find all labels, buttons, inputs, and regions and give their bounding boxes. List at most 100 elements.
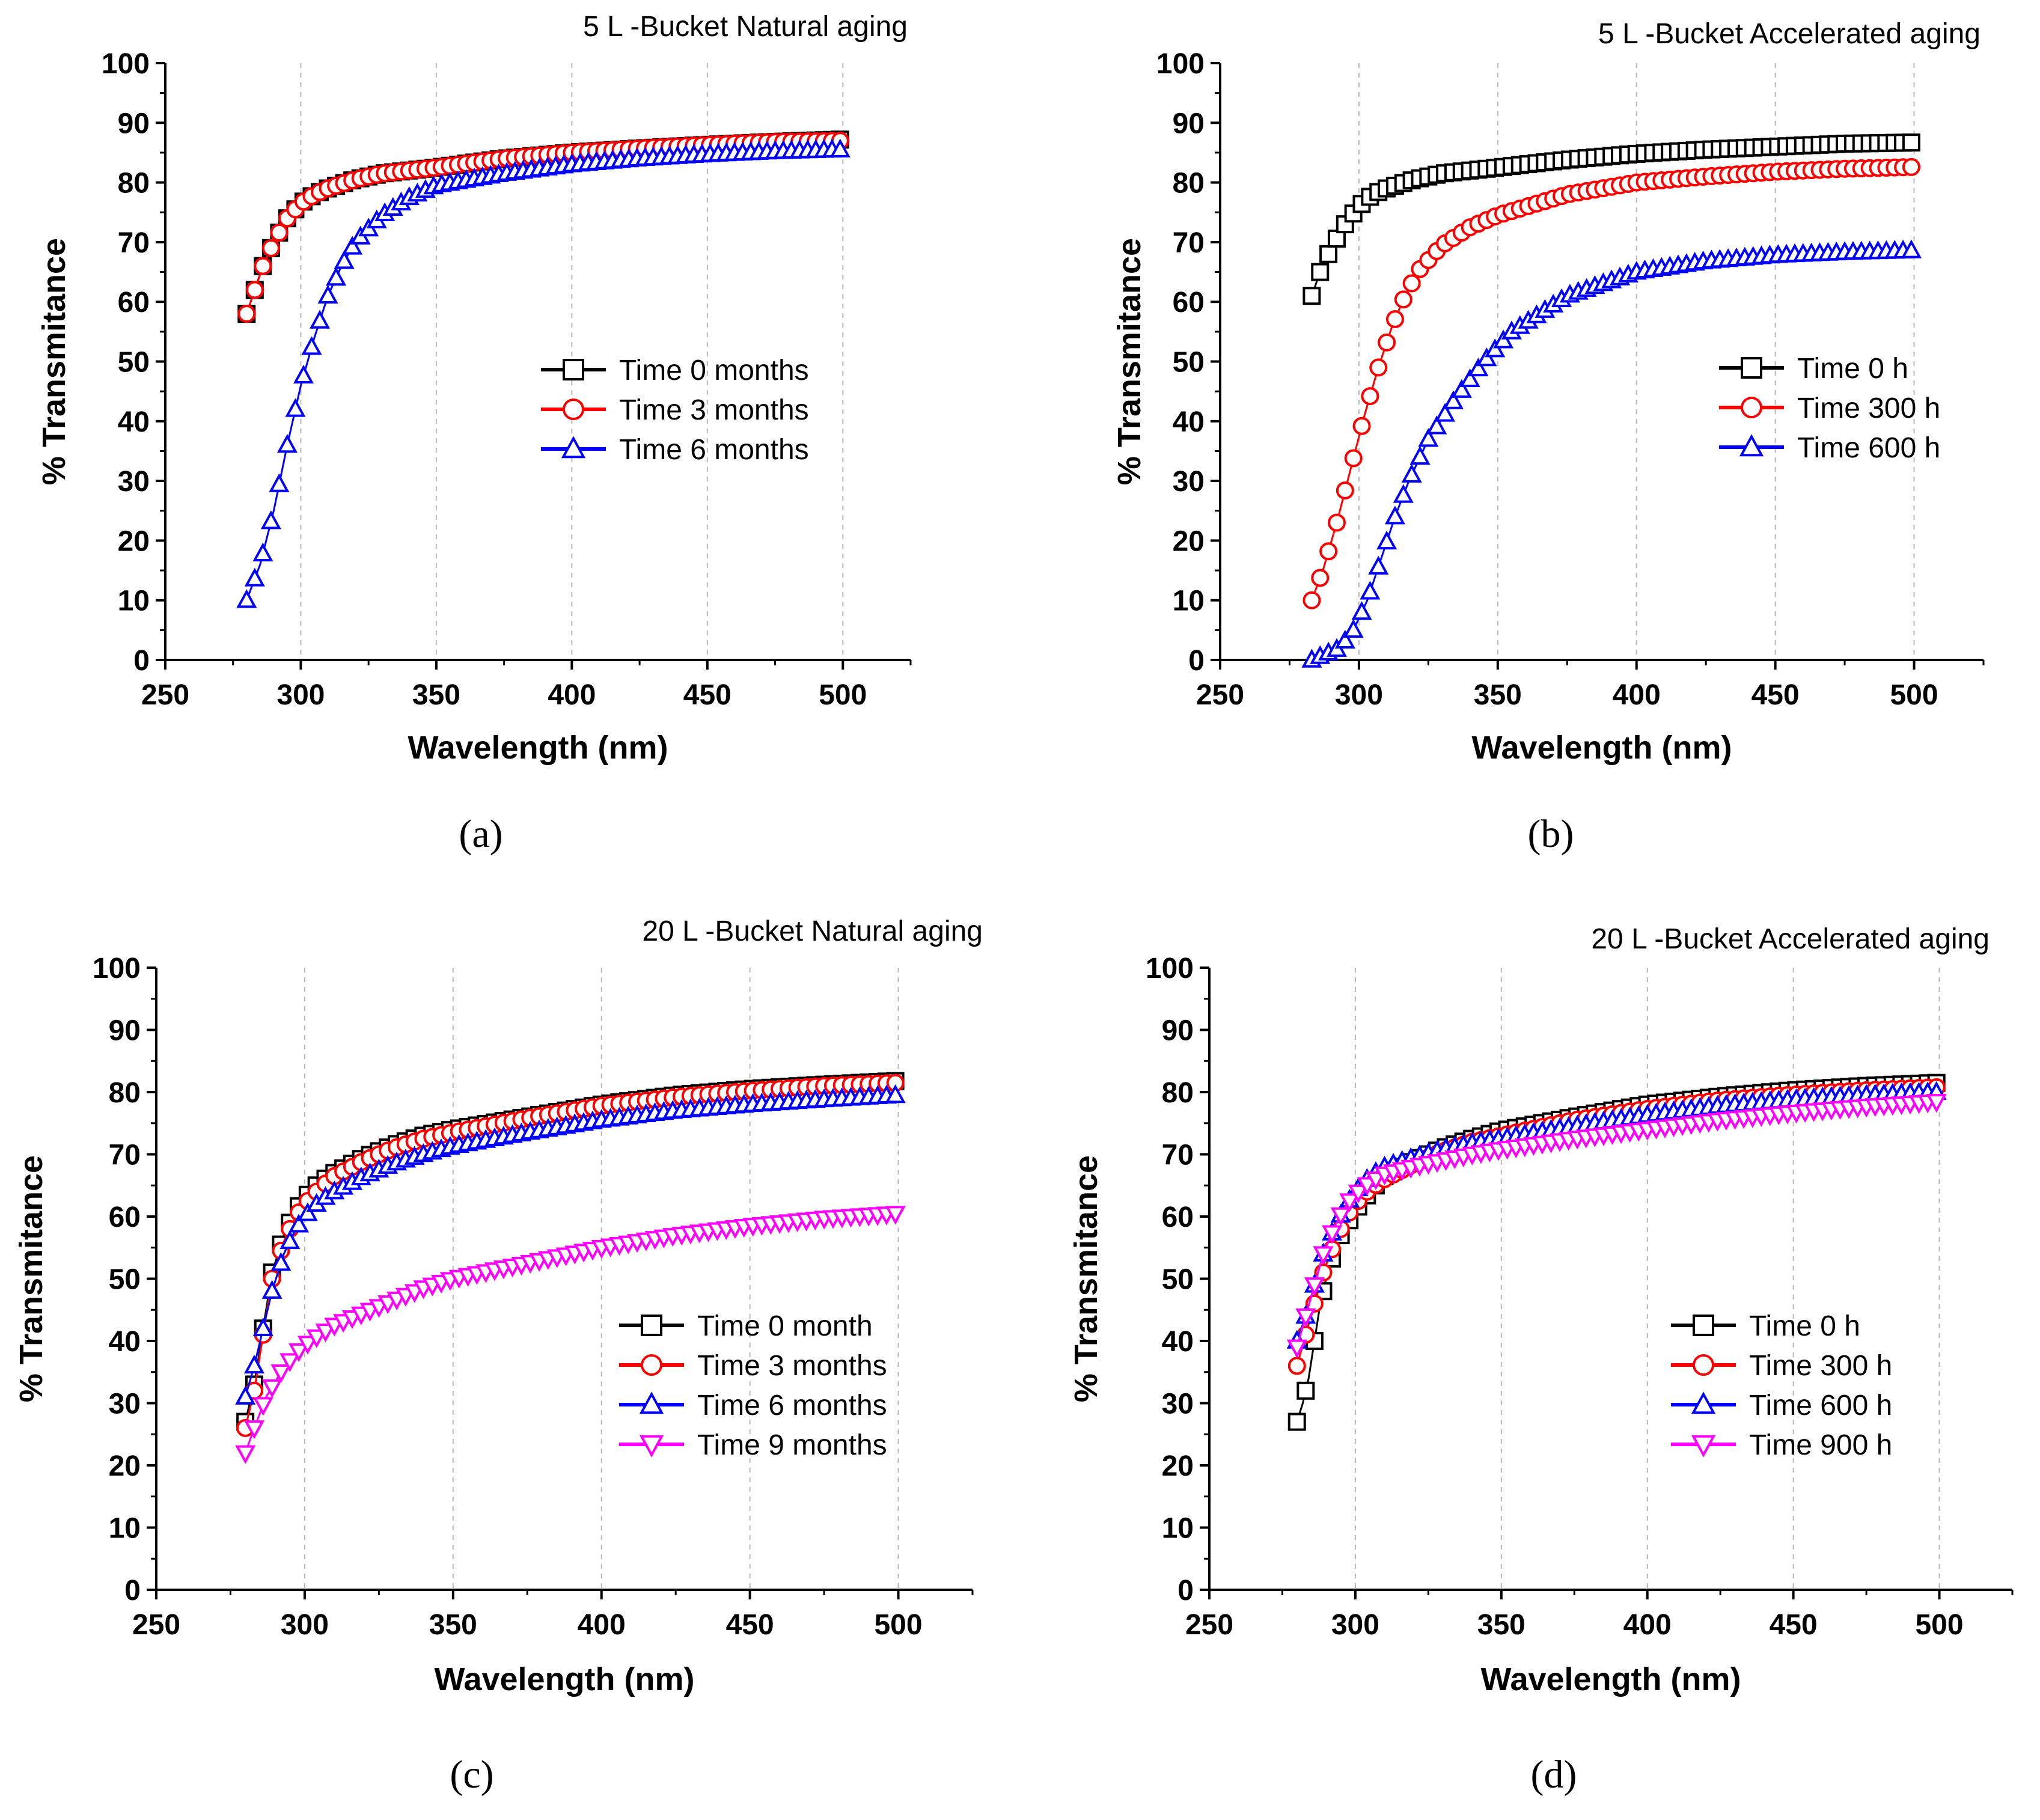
legend-label: Time 3 months [697, 1350, 887, 1382]
legend-marker [641, 1315, 662, 1336]
data-point [1426, 415, 1447, 435]
data-point [1319, 245, 1338, 263]
y-tick-label: 20 [118, 525, 150, 557]
data-point [269, 473, 290, 492]
x-tick-label: 500 [1915, 1609, 1963, 1641]
data-point [1296, 1381, 1315, 1400]
data-point [1302, 591, 1321, 609]
x-tick-label: 300 [1335, 679, 1383, 711]
y-axis-label: % Transmitance [36, 238, 72, 485]
x-tick-label: 450 [726, 1609, 774, 1641]
data-point [279, 1230, 301, 1250]
data-point [285, 398, 306, 417]
y-tick-label: 10 [118, 585, 150, 617]
data-point [1443, 390, 1464, 409]
y-tick-label: 90 [109, 1015, 141, 1047]
x-axis-label: Wavelength (nm) [408, 730, 668, 766]
legend-marker [561, 436, 586, 459]
data-point [243, 1354, 264, 1374]
data-point [270, 224, 289, 242]
data-point [261, 1379, 282, 1399]
legend: Time 0 months Time 3 months Time 6 months [541, 355, 809, 466]
data-point [1352, 417, 1371, 435]
data-point [1348, 1184, 1369, 1204]
y-tick-label: 60 [109, 1202, 141, 1233]
y-tick-label: 10 [109, 1513, 141, 1545]
data-point [252, 542, 273, 561]
x-tick-label: 350 [1477, 1609, 1525, 1641]
data-point [261, 1280, 282, 1299]
data-point [252, 1317, 273, 1337]
panel-label-a: (a) [459, 812, 503, 856]
series-3 [236, 138, 851, 608]
data-point [236, 589, 257, 608]
data-point [297, 1202, 318, 1221]
data-point [260, 510, 281, 530]
panel-label-b: (b) [1527, 812, 1574, 856]
y-tick-label: 70 [109, 1140, 141, 1171]
data-point [1902, 133, 1920, 152]
chart-1: 0 10 20 30 40 50 60 70 80 90 100 250 300 350 400 450 500… [36, 11, 912, 766]
data-point [1493, 329, 1514, 349]
x-tick-label: 450 [683, 679, 731, 711]
data-point [301, 336, 322, 355]
legend-marker [1741, 397, 1762, 418]
data-point [315, 1324, 336, 1343]
data-point [254, 257, 272, 275]
legend-marker [1693, 1315, 1714, 1336]
data-point [1351, 601, 1372, 620]
x-tick-label: 450 [1751, 679, 1800, 711]
legend: Time 0 h Time 300 h Time 600 h [1719, 353, 1940, 464]
y-axis-label: % Transmitance [13, 1155, 49, 1402]
legend-label: Time 0 months [619, 355, 809, 386]
y-axis-label: % Transmitance [1111, 238, 1147, 485]
y-tick-label: 50 [118, 347, 150, 379]
data-point [1357, 1177, 1378, 1196]
chart-title: 5 L -Bucket Accelerated aging [1598, 18, 1980, 50]
data-point [1394, 290, 1412, 309]
data-point [1376, 530, 1397, 550]
data-point [245, 281, 264, 299]
data-point [885, 1084, 906, 1104]
y-tick-label: 0 [133, 645, 150, 677]
data-point [276, 434, 298, 453]
chart-4: 0 10 20 30 40 50 60 70 80 90 100 250 300 350 400 450 500… [1068, 923, 2014, 1697]
panel-label-c: (c) [450, 1753, 494, 1797]
y-tick-label: 0 [1188, 645, 1205, 677]
data-point [1459, 368, 1480, 388]
legend-marker [641, 1354, 662, 1376]
legend-marker [639, 1435, 664, 1458]
data-point [1322, 1225, 1343, 1244]
x-axis-label: Wavelength (nm) [434, 1661, 694, 1697]
data-point [1302, 287, 1321, 305]
y-tick-label: 40 [1173, 406, 1205, 438]
data-point [243, 1420, 264, 1440]
series-3 [1301, 239, 1922, 668]
y-tick-label: 50 [1162, 1264, 1194, 1296]
x-tick-label: 250 [132, 1609, 180, 1641]
y-tick-label: 30 [1173, 466, 1205, 498]
x-tick-label: 250 [141, 679, 189, 711]
legend-label: Time 600 h [1797, 432, 1940, 464]
data-point [1313, 1246, 1334, 1265]
data-point [829, 138, 851, 157]
y-tick-label: 100 [102, 48, 150, 80]
data-point [1409, 445, 1431, 465]
chart-title: 20 L -Bucket Natural aging [642, 915, 983, 947]
x-tick-label: 350 [429, 1609, 477, 1641]
legend-label: Time 900 h [1749, 1429, 1892, 1461]
data-point [1304, 1277, 1325, 1296]
data-point [309, 310, 331, 329]
data-point [1401, 463, 1422, 483]
data-point [1295, 1308, 1316, 1328]
y-tick-label: 20 [1162, 1450, 1194, 1482]
y-tick-label: 60 [118, 287, 150, 319]
series-1 [1302, 133, 1920, 305]
chart-title: 5 L -Bucket Natural aging [583, 11, 908, 43]
data-point [235, 1385, 256, 1405]
data-point [1402, 274, 1421, 293]
y-tick-label: 0 [124, 1575, 141, 1607]
legend-label: Time 6 months [619, 434, 809, 466]
series-4 [235, 1206, 906, 1464]
